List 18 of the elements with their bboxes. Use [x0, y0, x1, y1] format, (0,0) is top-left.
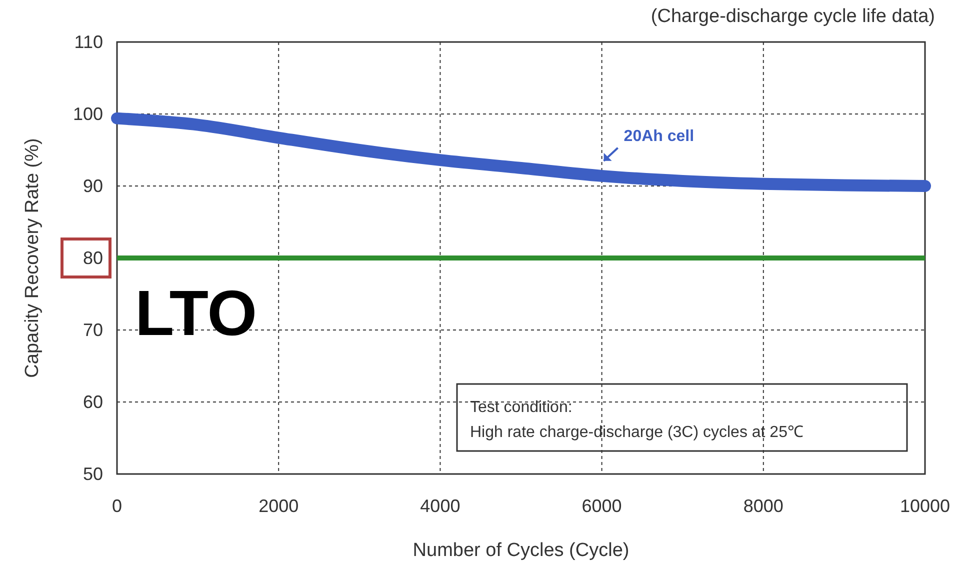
y-tick-label: 60: [82, 392, 103, 412]
x-tick-label: 0: [112, 496, 122, 516]
y-axis-title: Capacity Recovery Rate (%): [22, 138, 43, 378]
text: (Charge-discharge cycle life data): [650, 6, 935, 27]
x-axis-title: Number of Cycles (Cycle): [412, 540, 630, 561]
y-tick-label: 90: [82, 176, 103, 196]
x-tick-label: 4000: [420, 496, 460, 516]
y-tick-label: 50: [82, 464, 103, 484]
y-tick-label: 70: [82, 320, 103, 340]
x-tick-label: 8000: [743, 496, 784, 516]
y-tick-label: 100: [72, 104, 103, 124]
annotation: 20Ah cell: [624, 128, 694, 145]
x-tick-label: 6000: [582, 496, 622, 516]
y-tick-label: 80: [82, 248, 103, 268]
y-tick-label: 110: [74, 32, 103, 52]
x-tick-label: 10000: [900, 496, 950, 516]
annotation: LTO: [135, 277, 258, 349]
x-tick-label: 2000: [258, 496, 299, 516]
